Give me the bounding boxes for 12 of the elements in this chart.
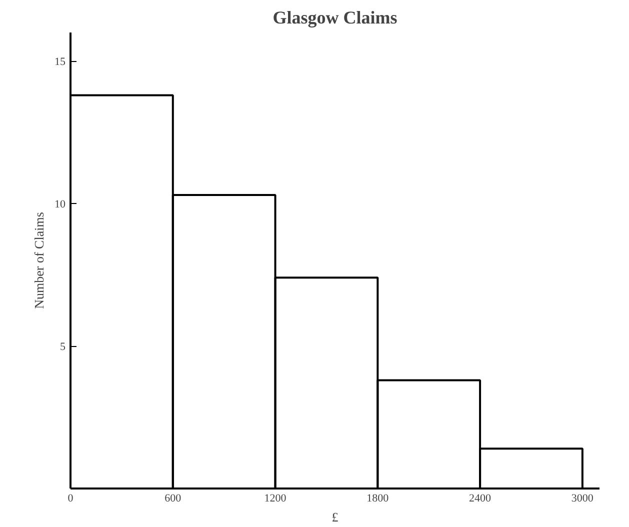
- x-axis-title: £: [332, 510, 339, 524]
- x-tick-label: 600: [164, 492, 182, 504]
- x-tick-label: 2400: [469, 492, 492, 504]
- y-axis-title: Number of Claims: [32, 212, 46, 309]
- x-tick-label: 1800: [366, 492, 390, 504]
- y-tick-label: 15: [54, 56, 66, 68]
- x-tick-label: 3000: [571, 492, 594, 504]
- y-tick-label: 10: [54, 198, 66, 210]
- y-tick-label: 5: [60, 341, 66, 353]
- x-tick-label: 1200: [264, 492, 287, 504]
- chart-title: Glasgow Claims: [272, 8, 398, 28]
- x-tick-label: 0: [68, 492, 74, 504]
